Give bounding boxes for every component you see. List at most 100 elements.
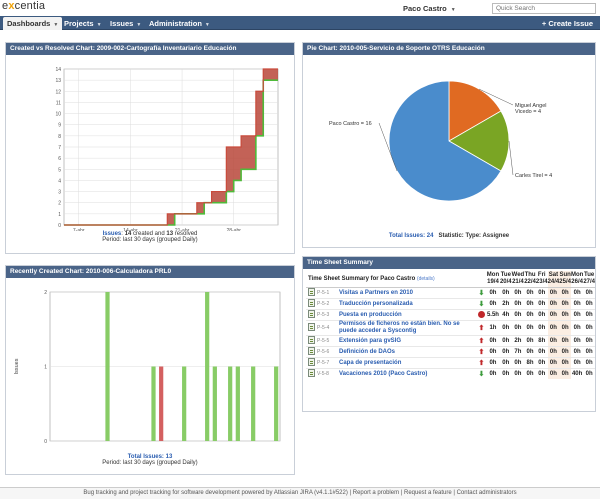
task-icon bbox=[307, 299, 315, 307]
hours-cell: 0h bbox=[511, 357, 525, 369]
issue-key[interactable]: P-5-2 bbox=[316, 298, 338, 310]
create-issue-button[interactable]: + Create Issue bbox=[541, 19, 593, 28]
x-tick-label: 28-abr bbox=[226, 228, 241, 231]
pie-leader-line bbox=[378, 122, 398, 172]
total-issues-link[interactable]: Total Issues: bbox=[388, 233, 426, 239]
hours-cell: 7h bbox=[511, 346, 525, 358]
y-tick-label: 10 bbox=[55, 112, 61, 118]
total-issues-link[interactable]: Total Issues: bbox=[127, 454, 164, 460]
priority-high-icon: ⬆ bbox=[478, 338, 485, 345]
y-tick-label: 6 bbox=[58, 156, 61, 162]
priority-low-icon: ⬇ bbox=[478, 290, 485, 297]
hours-cell: 0h bbox=[524, 287, 536, 299]
hours-cell: 0h bbox=[524, 368, 536, 380]
chevron-down-icon: ▼ bbox=[450, 7, 456, 13]
timesheet-title: Time Sheet Summary for Paco Castro (deta… bbox=[306, 271, 486, 288]
bar bbox=[235, 366, 240, 441]
issue-key[interactable]: P-5-1 bbox=[316, 287, 338, 299]
hours-cell: 0h bbox=[485, 298, 500, 310]
details-link[interactable]: (details) bbox=[416, 275, 435, 282]
chevron-down-icon: ▼ bbox=[204, 22, 210, 28]
nav-administration[interactable]: Administration ▼ bbox=[145, 17, 214, 30]
user-menu[interactable]: Paco Castro ▼ bbox=[403, 4, 456, 13]
bar bbox=[212, 366, 217, 441]
created-resolved-panel: Created vs Resolved Chart: 2009-002-Cart… bbox=[5, 42, 295, 254]
issue-summary-link[interactable]: Vacaciones 2010 (Paco Castro) bbox=[338, 368, 477, 380]
day-header: Tue 27/4 bbox=[583, 271, 595, 288]
priority-cell bbox=[476, 309, 486, 321]
hours-cell: 0h bbox=[535, 320, 548, 336]
nav-dashboards[interactable]: Dashboards ▼ bbox=[3, 17, 63, 30]
issue-type-cell bbox=[306, 335, 316, 347]
timesheet-row: P-5-4 Permisos de ficheros no están bien.… bbox=[306, 320, 595, 336]
chevron-down-icon: ▼ bbox=[96, 22, 102, 28]
pie-slice-label: Carles Tirel = 4 bbox=[515, 173, 552, 179]
panel-title: Pie Chart: 2010-005-Servicio de Soporte … bbox=[303, 43, 595, 55]
issue-summary-link[interactable]: Puesta en producción bbox=[338, 309, 477, 321]
issue-key[interactable]: P-5-6 bbox=[316, 346, 338, 358]
quick-search-input[interactable] bbox=[492, 3, 596, 14]
nav-projects-label: Projects bbox=[64, 19, 94, 28]
bar bbox=[105, 292, 110, 441]
timesheet-row: P-5-2 Traducción personalizada ⬇ 0h 2h 0h 0h 0h… bbox=[306, 298, 595, 310]
issue-summary-link[interactable]: Capa de presentación bbox=[338, 357, 477, 369]
hours-cell: 0h bbox=[535, 357, 548, 369]
pie-leader-line bbox=[478, 88, 514, 106]
bar bbox=[182, 366, 187, 441]
hours-cell: 0h bbox=[583, 357, 595, 369]
hours-cell: 0h bbox=[499, 346, 512, 358]
issue-summary-link[interactable]: Extensión para gvSIG bbox=[338, 335, 477, 347]
timesheet-panel: Time Sheet Summary Time Sheet Summary fo… bbox=[302, 256, 596, 412]
caption-text: created and bbox=[132, 231, 165, 237]
statistic-value: Type: Assignee bbox=[465, 233, 510, 239]
nav-administration-label: Administration bbox=[149, 19, 202, 28]
issue-key[interactable]: P-5-7 bbox=[316, 357, 338, 369]
issue-key[interactable]: V-5-8 bbox=[316, 368, 338, 380]
hours-cell: 0h bbox=[570, 357, 584, 369]
created-series-line bbox=[64, 68, 278, 226]
hours-cell: 0h bbox=[547, 368, 560, 380]
priority-high-icon: ⬆ bbox=[478, 325, 485, 332]
day-header: Thu 22/4 bbox=[524, 271, 536, 288]
bar bbox=[251, 366, 256, 441]
task-icon bbox=[307, 358, 315, 366]
task-icon bbox=[307, 369, 315, 378]
issue-key[interactable]: P-5-5 bbox=[316, 335, 338, 347]
hours-cell: 0h bbox=[583, 298, 595, 310]
hours-cell: 0h bbox=[511, 368, 525, 380]
hours-cell: 0h bbox=[485, 287, 500, 299]
hours-cell: 0h bbox=[535, 368, 548, 380]
issue-summary-link[interactable]: Traducción personalizada bbox=[338, 298, 477, 310]
hours-cell: 0h bbox=[559, 357, 571, 369]
hours-cell: 0h bbox=[499, 335, 512, 347]
issue-summary-link[interactable]: Visitas a Partners en 2010 bbox=[338, 287, 477, 299]
hours-cell: 0h bbox=[570, 335, 584, 347]
nav-projects[interactable]: Projects ▼ bbox=[60, 17, 106, 30]
pie-slice-label: Paco Castro = 16 bbox=[329, 121, 372, 127]
hours-cell: 0h bbox=[570, 298, 584, 310]
recently-created-panel: Recently Created Chart: 2010-006-Calcula… bbox=[5, 265, 295, 475]
label-line: Miguel Angel bbox=[515, 103, 547, 109]
hours-cell: 2h bbox=[511, 335, 525, 347]
resolved-count: 13 bbox=[166, 231, 174, 237]
issue-summary-link[interactable]: Permisos de ficheros no están bien. No s… bbox=[338, 320, 477, 336]
nav-issues[interactable]: Issues ▼ bbox=[106, 17, 145, 30]
issue-key[interactable]: P-5-4 bbox=[316, 320, 338, 336]
issues-link[interactable]: Issues bbox=[102, 231, 122, 237]
bar bbox=[274, 366, 279, 441]
task-icon bbox=[307, 347, 315, 355]
issue-type-cell bbox=[306, 346, 316, 358]
y-tick-label: 2 bbox=[58, 201, 61, 207]
issue-summary-link[interactable]: Definición de DAOs bbox=[338, 346, 477, 358]
y-tick-label: 1 bbox=[58, 212, 61, 218]
panel-title: Time Sheet Summary bbox=[303, 257, 595, 269]
hours-cell: 0h bbox=[547, 309, 560, 321]
hours-cell: 0h bbox=[559, 320, 571, 336]
priority-cell: ⬇ bbox=[476, 368, 486, 380]
hours-cell: 0h bbox=[547, 320, 560, 336]
user-name: Paco Castro bbox=[403, 4, 447, 13]
company-logo[interactable]: excentia bbox=[2, 0, 45, 12]
hours-cell: 0h bbox=[547, 346, 560, 358]
timesheet-row: P-5-1 Visitas a Partners en 2010 ⬇ 0h 0h 0h 0h… bbox=[306, 287, 595, 299]
issue-key[interactable]: P-5-3 bbox=[316, 309, 338, 321]
